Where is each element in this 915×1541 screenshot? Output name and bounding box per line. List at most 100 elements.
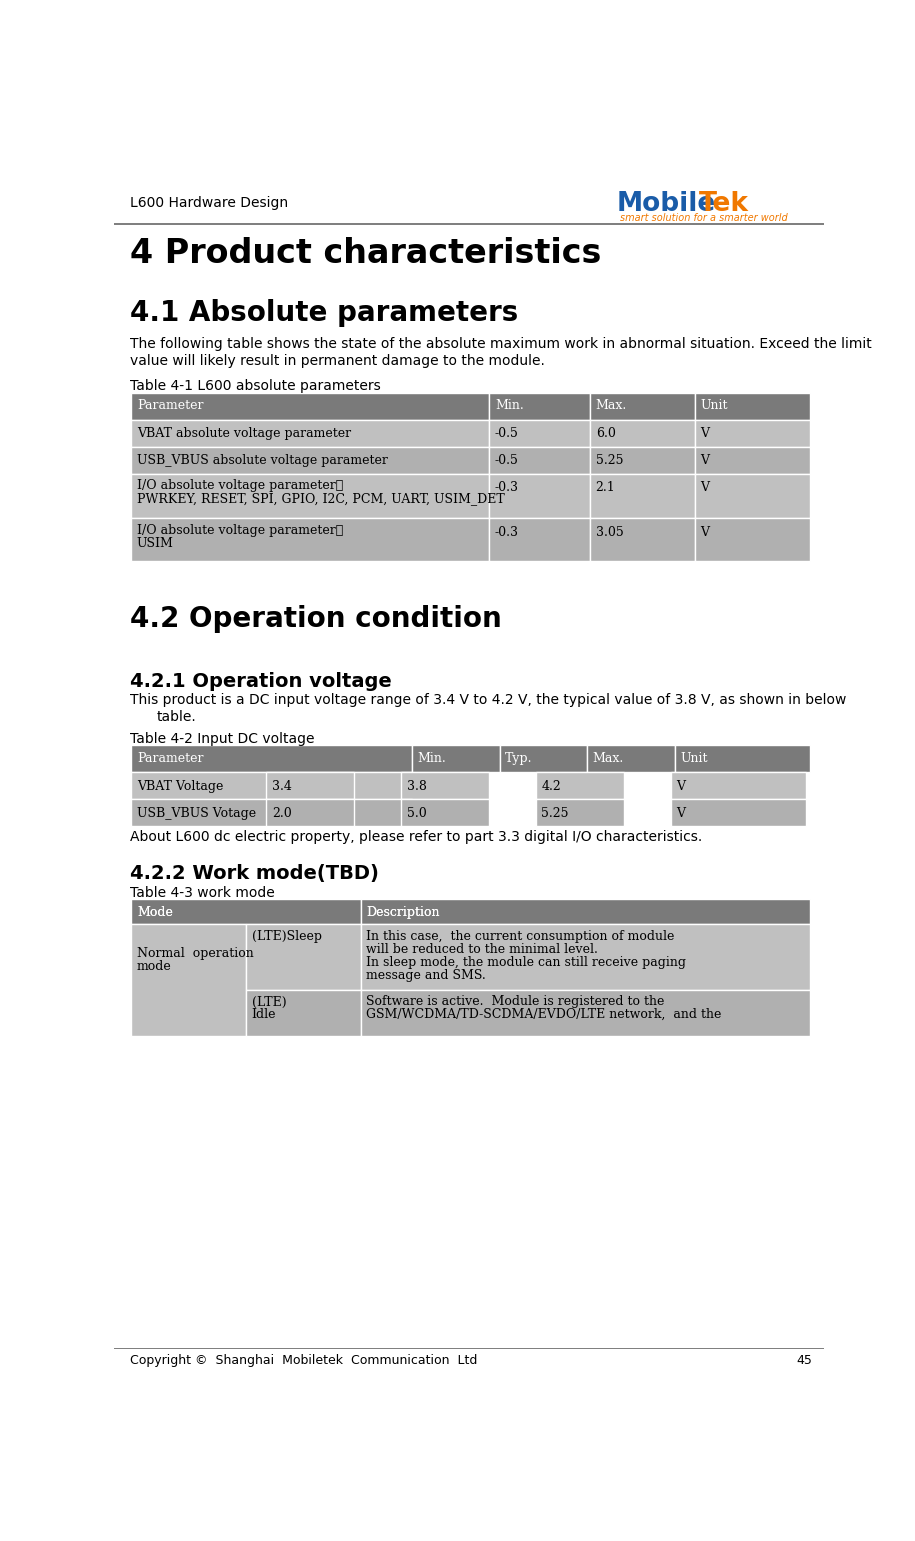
Text: 5.25: 5.25 [542,807,569,820]
Bar [490,473,590,518]
Bar [590,393,694,419]
Text: Unit: Unit [680,752,707,764]
Text: Description: Description [366,906,440,918]
Text: Software is active.  Module is registered to the: Software is active. Module is registered… [366,995,664,1008]
Text: 4.1 Absolute parameters: 4.1 Absolute parameters [130,299,518,327]
Bar [412,746,500,772]
Text: This product is a DC input voltage range of 3.4 V to 4.2 V, the typical value of: This product is a DC input voltage range… [130,693,846,707]
Text: The following table shows the state of the absolute maximum work in abnormal sit: The following table shows the state of t… [130,337,872,351]
Text: V: V [700,481,709,495]
Bar [671,800,806,826]
Bar [590,473,694,518]
Bar [361,900,810,925]
Text: V: V [700,455,709,467]
Text: PWRKEY, RESET, SPI, GPIO, I2C, PCM, UART, USIM_DET: PWRKEY, RESET, SPI, GPIO, I2C, PCM, UART… [137,492,504,505]
Bar [590,447,694,473]
Bar [361,900,810,925]
Bar [694,518,810,561]
Bar [132,900,361,925]
Text: Mobile: Mobile [617,191,716,217]
Text: 4.2 Operation condition: 4.2 Operation condition [130,604,501,632]
Bar [266,772,354,800]
Bar [132,746,412,772]
Text: About L600 dc electric property, please refer to part 3.3 digital I/O characteri: About L600 dc electric property, please … [130,831,702,844]
Text: Normal  operation: Normal operation [137,948,253,960]
Text: mode: mode [137,960,172,972]
Bar [671,772,806,800]
Bar [490,419,590,447]
Bar [500,746,587,772]
Bar [266,800,354,826]
Text: I/O absolute voltage parameter：: I/O absolute voltage parameter： [137,479,343,492]
Text: Table 4-1 L600 absolute parameters: Table 4-1 L600 absolute parameters [130,379,381,393]
Text: 3.4: 3.4 [272,780,292,794]
Bar [590,518,694,561]
Bar [132,772,412,800]
Bar [694,447,810,473]
Bar [536,800,623,826]
Bar [694,419,810,447]
Text: Tek: Tek [699,191,748,217]
Text: 3.05: 3.05 [596,525,623,539]
Text: -0.3: -0.3 [495,525,519,539]
Text: V: V [700,525,709,539]
Text: 5.0: 5.0 [406,807,426,820]
Text: VBAT absolute voltage parameter: VBAT absolute voltage parameter [137,427,351,441]
Text: Description: Description [366,906,440,918]
Text: VBAT Voltage: VBAT Voltage [137,780,223,794]
Text: (LTE)Sleep: (LTE)Sleep [252,931,321,943]
Bar [132,393,490,419]
Text: In this case,  the current consumption of module: In this case, the current consumption of… [366,929,674,943]
Text: Mode: Mode [137,906,173,918]
Text: Idle: Idle [252,1008,276,1022]
Bar [132,447,490,473]
Text: table.: table. [157,710,197,724]
Text: USB_VBUS Votage: USB_VBUS Votage [137,807,256,820]
Text: -0.5: -0.5 [495,455,519,467]
Text: message and SMS.: message and SMS. [366,969,486,982]
Text: Min.: Min. [495,399,523,411]
Bar [590,419,694,447]
Bar [132,925,246,1036]
Text: Mode: Mode [137,906,173,918]
Text: 6.0: 6.0 [596,427,616,441]
Text: 5.25: 5.25 [596,455,623,467]
Text: Parameter: Parameter [137,399,203,411]
Bar [536,772,623,800]
Text: USIM: USIM [137,536,174,550]
Text: 4.2: 4.2 [542,780,561,794]
Text: Typ.: Typ. [505,752,533,764]
Text: L600 Hardware Design: L600 Hardware Design [130,196,288,210]
Bar [694,393,810,419]
Text: Copyright ©  Shanghai  Mobiletek  Communication  Ltd: Copyright © Shanghai Mobiletek Communica… [130,1355,478,1367]
Text: 4 Product characteristics: 4 Product characteristics [130,237,601,270]
Text: I/O absolute voltage parameter：: I/O absolute voltage parameter： [137,524,343,536]
Text: V: V [676,807,685,820]
Bar [132,800,412,826]
Text: Parameter: Parameter [137,752,203,764]
Text: In sleep mode, the module can still receive paging: In sleep mode, the module can still rece… [366,955,686,969]
Text: Unit: Unit [700,399,727,411]
Bar [490,447,590,473]
Text: 4.2.1 Operation voltage: 4.2.1 Operation voltage [130,672,392,690]
Bar [246,989,361,1036]
Text: (LTE): (LTE) [252,995,286,1009]
Text: Table 4-2 Input DC voltage: Table 4-2 Input DC voltage [130,732,315,746]
Bar [674,746,810,772]
Text: USB_VBUS absolute voltage parameter: USB_VBUS absolute voltage parameter [137,455,388,467]
Bar [246,925,361,989]
Bar [401,800,489,826]
Bar [132,900,361,925]
Text: smart solution for a smarter world: smart solution for a smarter world [619,213,788,222]
Text: Max.: Max. [593,752,624,764]
Bar [361,989,810,1036]
Bar [132,473,490,518]
Text: 4.2.2 Work mode(TBD): 4.2.2 Work mode(TBD) [130,865,379,883]
Bar [490,393,590,419]
Bar [132,518,490,561]
Bar [587,746,674,772]
Text: 2.0: 2.0 [272,807,292,820]
Text: V: V [700,427,709,441]
Text: Table 4-3 work mode: Table 4-3 work mode [130,886,274,900]
Text: V: V [676,780,685,794]
